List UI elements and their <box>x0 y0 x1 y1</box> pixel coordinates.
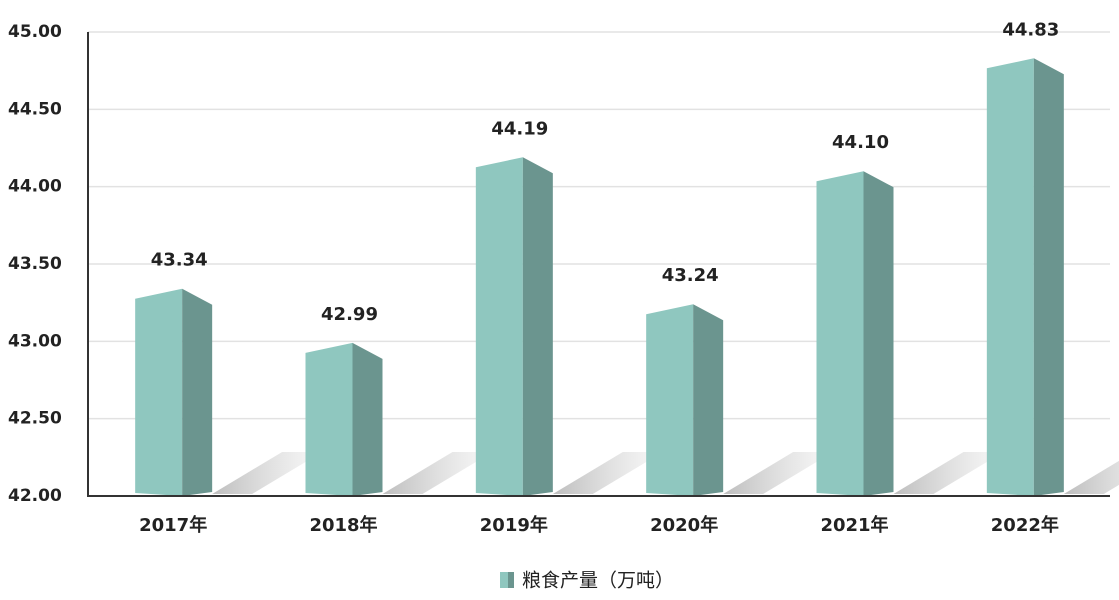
y-tick-label: 43.00 <box>8 331 62 351</box>
bar-side <box>693 304 724 496</box>
x-tick-label: 2018年 <box>309 514 377 536</box>
bar-side <box>182 288 213 496</box>
grid <box>88 31 1110 497</box>
bar-front <box>475 157 523 496</box>
value-label: 44.10 <box>832 132 889 153</box>
value-label: 43.24 <box>662 265 719 286</box>
y-tick-label: 44.00 <box>8 177 62 197</box>
x-tick-label: 2017年 <box>139 514 207 536</box>
bar-side <box>863 171 894 496</box>
value-label: 44.83 <box>1002 19 1059 40</box>
bars <box>135 58 1064 496</box>
y-tick-label: 42.00 <box>8 486 62 506</box>
legend-swatch <box>500 572 508 588</box>
bar-front <box>646 304 694 496</box>
legend-label: 粮食产量（万吨） <box>522 570 674 592</box>
bar-front <box>135 288 183 496</box>
bar-shadow <box>723 452 834 494</box>
bar-front <box>986 58 1034 496</box>
x-tick-label: 2022年 <box>991 514 1059 536</box>
bar-side <box>352 342 383 496</box>
bar-front <box>816 171 864 496</box>
legend-swatch-side <box>508 572 514 588</box>
x-tick-label: 2019年 <box>480 514 548 536</box>
value-label: 44.19 <box>491 118 548 139</box>
bar-front <box>305 342 353 496</box>
value-label: 42.99 <box>321 304 378 325</box>
legend: 粮食产量（万吨） <box>500 570 674 592</box>
y-tick-label: 43.50 <box>8 254 62 274</box>
bar-side <box>522 157 553 496</box>
x-tick-label: 2021年 <box>820 514 888 536</box>
bar-shadow <box>212 452 323 494</box>
bar-shadow <box>1063 460 1119 494</box>
y-tick-label: 44.50 <box>8 99 62 119</box>
shadows <box>212 452 1119 494</box>
bar-side <box>1033 58 1064 496</box>
value-label: 43.34 <box>151 250 208 271</box>
y-tick-label: 45.00 <box>8 22 62 42</box>
bar-shadow <box>893 452 1004 494</box>
y-tick-label: 42.50 <box>8 409 62 429</box>
bar-shadow <box>382 452 493 494</box>
bar-shadow <box>552 452 663 494</box>
x-tick-label: 2020年 <box>650 514 718 536</box>
